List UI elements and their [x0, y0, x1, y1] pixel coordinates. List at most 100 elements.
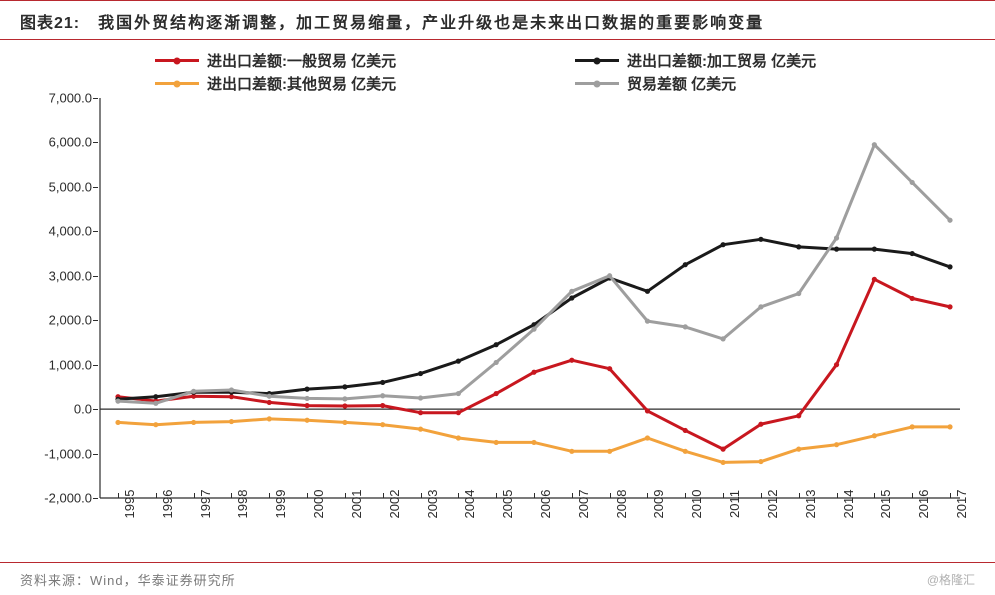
chart-area: 进出口差额:一般贸易 亿美元 进出口差额:加工贸易 亿美元进出口差额:其他贸易 亿…	[20, 46, 975, 546]
legend-label: 进出口差额:加工贸易 亿美元	[627, 50, 816, 71]
x-tick-mark	[874, 493, 875, 498]
series-marker	[683, 428, 688, 433]
x-tick-label: 1999	[273, 490, 288, 519]
series-marker	[607, 449, 612, 454]
legend-label: 进出口差额:其他贸易 亿美元	[207, 73, 396, 94]
legend-label: 贸易差额 亿美元	[627, 73, 736, 94]
y-tick-mark	[93, 320, 98, 321]
series-marker	[531, 327, 536, 332]
x-tick-label: 2014	[841, 490, 856, 519]
series-marker	[267, 400, 272, 405]
series-marker	[683, 324, 688, 329]
y-tick-label: 6,000.0	[49, 135, 92, 150]
plot	[100, 98, 960, 498]
x-tick-label: 2006	[538, 490, 553, 519]
series-marker	[153, 394, 158, 399]
y-tick-mark	[93, 409, 98, 410]
x-tick-label: 2010	[689, 490, 704, 519]
x-tick-mark	[156, 493, 157, 498]
x-tick-mark	[647, 493, 648, 498]
x-tick-label: 2013	[803, 490, 818, 519]
series-marker	[834, 362, 839, 367]
series-marker	[645, 289, 650, 294]
series-marker	[872, 247, 877, 252]
series-marker	[683, 262, 688, 267]
series-marker	[910, 424, 915, 429]
series-marker	[418, 371, 423, 376]
series-marker	[531, 370, 536, 375]
y-tick-mark	[93, 142, 98, 143]
series-marker	[380, 422, 385, 427]
x-tick-label: 2007	[576, 490, 591, 519]
series-marker	[494, 342, 499, 347]
y-tick-label: 0.0	[74, 402, 92, 417]
source-text: 资料来源：Wind，华泰证券研究所	[20, 570, 236, 589]
x-tick-mark	[723, 493, 724, 498]
series-line	[118, 239, 950, 399]
x-axis: 1995199619971998199920002001200220032004…	[100, 498, 960, 546]
series-line	[118, 279, 950, 449]
x-tick-label: 2015	[878, 490, 893, 519]
y-tick-label: 5,000.0	[49, 179, 92, 194]
series-marker	[304, 396, 309, 401]
series-marker	[380, 403, 385, 408]
x-tick-label: 2002	[387, 490, 402, 519]
y-tick-label: -2,000.0	[44, 491, 92, 506]
series-marker	[758, 237, 763, 242]
series-marker	[910, 296, 915, 301]
series-marker	[796, 413, 801, 418]
x-tick-mark	[194, 493, 195, 498]
series-marker	[456, 359, 461, 364]
y-tick-mark	[93, 187, 98, 188]
legend-swatch	[155, 59, 199, 62]
series-marker	[569, 358, 574, 363]
x-tick-label: 2008	[614, 490, 629, 519]
series-marker	[947, 304, 952, 309]
x-tick-label: 1998	[235, 490, 250, 519]
series-marker	[758, 459, 763, 464]
x-tick-mark	[383, 493, 384, 498]
legend-swatch	[575, 82, 619, 85]
y-axis: -2,000.0-1,000.00.01,000.02,000.03,000.0…	[20, 98, 98, 498]
legend-swatch	[155, 82, 199, 85]
series-marker	[683, 449, 688, 454]
series-marker	[910, 180, 915, 185]
legend-item: 进出口差额:其他贸易 亿美元	[155, 73, 535, 94]
y-tick-mark	[93, 454, 98, 455]
figure-title: 我国外贸结构逐渐调整，加工贸易缩量，产业升级也是未来出口数据的重要影响变量	[98, 9, 764, 33]
x-tick-label: 2009	[651, 490, 666, 519]
x-tick-label: 2001	[349, 490, 364, 519]
x-tick-label: 1996	[160, 490, 175, 519]
series-marker	[115, 420, 120, 425]
x-tick-mark	[345, 493, 346, 498]
x-tick-mark	[421, 493, 422, 498]
series-marker	[569, 289, 574, 294]
series-marker	[645, 435, 650, 440]
series-marker	[115, 399, 120, 404]
legend-label: 进出口差额:一般贸易 亿美元	[207, 50, 396, 71]
x-tick-label: 2005	[500, 490, 515, 519]
series-line	[118, 145, 950, 404]
series-marker	[834, 247, 839, 252]
series-marker	[304, 418, 309, 423]
series-marker	[456, 391, 461, 396]
x-tick-label: 2004	[462, 490, 477, 519]
x-tick-label: 2011	[727, 490, 742, 518]
y-tick-mark	[93, 498, 98, 499]
x-tick-mark	[610, 493, 611, 498]
x-tick-label: 2012	[765, 490, 780, 519]
series-marker	[796, 244, 801, 249]
legend: 进出口差额:一般贸易 亿美元 进出口差额:加工贸易 亿美元进出口差额:其他贸易 亿…	[155, 50, 955, 94]
y-tick-label: 1,000.0	[49, 357, 92, 372]
series-marker	[191, 389, 196, 394]
series-marker	[872, 142, 877, 147]
legend-item: 进出口差额:一般贸易 亿美元	[155, 50, 535, 71]
x-tick-mark	[912, 493, 913, 498]
series-marker	[720, 447, 725, 452]
x-tick-mark	[118, 493, 119, 498]
legend-item: 进出口差额:加工贸易 亿美元	[575, 50, 955, 71]
series-marker	[304, 403, 309, 408]
series-marker	[947, 264, 952, 269]
series-marker	[834, 442, 839, 447]
y-tick-label: 2,000.0	[49, 313, 92, 328]
